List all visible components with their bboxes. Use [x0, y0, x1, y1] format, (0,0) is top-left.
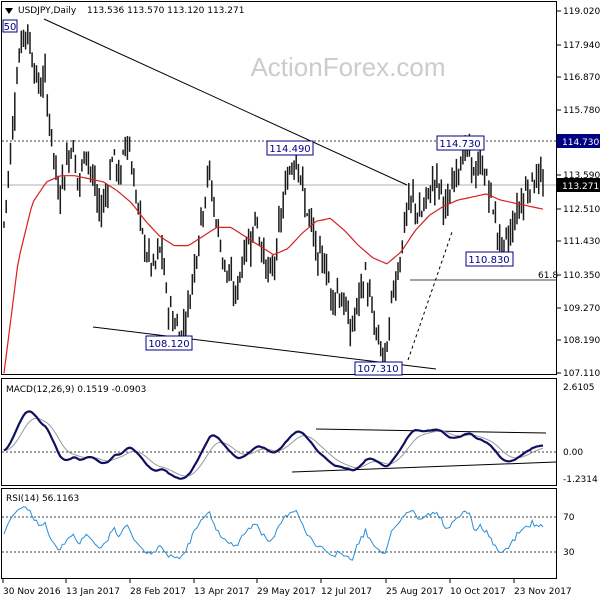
y-tick-label: 107.110 [563, 369, 600, 379]
annotation-110830: 110.830 [465, 251, 514, 267]
price-bars [3, 24, 544, 370]
upper-trendline [43, 18, 408, 186]
x-tick-label: 29 May 2017 [257, 587, 316, 597]
rsi-y-axis: 70 30 [563, 513, 575, 558]
y-tick-label: 117.940 [563, 41, 600, 51]
x-tick-label: 25 Aug 2017 [386, 587, 444, 597]
y-tick-label: 115.780 [563, 106, 600, 116]
annotation-114490-text: 114.490 [269, 144, 310, 155]
ma50-line [3, 175, 544, 374]
price-y-axis: 119.020 117.940 116.870 115.780 113.590 … [557, 7, 600, 379]
fib-label: 61.8 [538, 271, 558, 281]
y-tick-label: 119.020 [563, 7, 600, 17]
y-tick-label: 109.270 [563, 304, 600, 314]
y-tick-label: 108.190 [563, 336, 600, 346]
rsi-overlays [2, 516, 556, 553]
resistance-tag: 114.730 [557, 134, 600, 148]
y-tick-label: 112.510 [563, 205, 600, 215]
support-trendline-dashed [407, 231, 453, 361]
rsi-label: RSI(14) 56.1163 [6, 494, 79, 504]
resistance-tag-text: 114.730 [562, 138, 599, 148]
annotation-114730: 114.730 [436, 135, 485, 151]
y-tick-label: 113.590 [563, 171, 600, 181]
macd-y-axis: 2.6105 0.00 -1.2314 [563, 383, 598, 485]
annotation-110830-text: 110.830 [468, 255, 509, 266]
macd-line [3, 410, 544, 480]
macd-lower-trendline [291, 461, 557, 473]
annotation-114730-text: 114.730 [439, 139, 480, 150]
annotation-107310: 107.310 [354, 361, 403, 376]
macd-lines [3, 410, 544, 480]
rsi-panel [1, 488, 557, 579]
x-tick-label: 10 Oct 2017 [450, 587, 506, 597]
x-tick-label: 30 Nov 2016 [3, 587, 61, 597]
ma-label-box [2, 19, 18, 33]
x-tick-label: 13 Jan 2017 [66, 587, 120, 597]
y-tick-label: 111.430 [563, 237, 600, 247]
last-price-tag-text: 113.271 [562, 182, 599, 192]
chart-title: USDJPY,Daily [18, 6, 77, 16]
rsi-y-tick: 70 [563, 513, 575, 523]
price-panel [1, 1, 557, 375]
rsi-y-tick: 30 [563, 548, 575, 558]
x-tick-label: 12 Jul 2017 [321, 587, 372, 597]
macd-y-tick: 0.00 [563, 448, 583, 458]
ma-line-group [3, 175, 544, 374]
x-tick-label: 13 Apr 2017 [194, 587, 250, 597]
last-price-tag: 113.271 [557, 178, 600, 192]
x-axis: 30 Nov 2016 13 Jan 2017 28 Feb 2017 13 A… [2, 579, 572, 597]
rsi-line-group [3, 506, 544, 561]
annotation-114490: 114.490 [266, 140, 314, 156]
y-tick-label: 116.870 [563, 73, 600, 83]
watermark: ActionForex.com [250, 52, 445, 82]
macd-y-tick: -1.2314 [563, 475, 598, 485]
macd-y-tick: 2.6105 [563, 383, 595, 393]
x-tick-label: 28 Feb 2017 [130, 587, 186, 597]
x-tick-label: 23 Nov 2017 [514, 587, 572, 597]
y-tick-label: 110.350 [563, 271, 600, 281]
collapse-arrow-icon[interactable] [5, 8, 13, 14]
annotation-107310-text: 107.310 [357, 364, 398, 375]
rsi-line [3, 506, 544, 561]
annotation-108120: 108.120 [145, 335, 193, 351]
annotation-108120-text: 108.120 [148, 339, 189, 350]
macd-label: MACD(12,26,9) 0.1519 -0.0903 [6, 385, 146, 395]
ma-label: 50 [4, 22, 17, 33]
ohlc-header: 113.536 113.570 113.120 113.271 [87, 6, 244, 16]
